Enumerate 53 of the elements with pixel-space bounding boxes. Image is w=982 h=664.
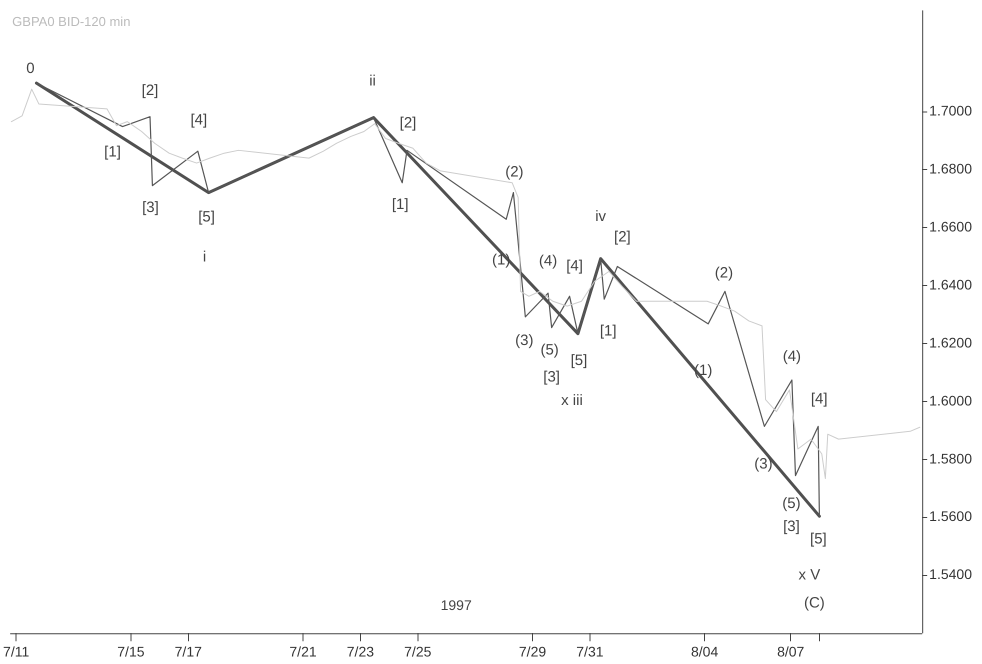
annotation: ii [369, 72, 376, 90]
y-tick-label: 1.5400 [929, 566, 972, 582]
annotation: (5) [540, 342, 559, 359]
x-tick-label: 7/31 [576, 643, 604, 660]
annotation: [2] [400, 114, 416, 132]
y-tick-label: 1.6000 [929, 392, 972, 408]
annotation: [1] [392, 196, 409, 213]
x-tick-label: 7/21 [289, 643, 317, 660]
annotation: (2) [505, 164, 524, 181]
annotation: [2] [614, 228, 631, 246]
x-axis-title: 1997 [440, 597, 472, 614]
annotation: [3] [142, 198, 159, 216]
annotation: [5] [810, 530, 827, 548]
annotation: (1) [694, 362, 712, 379]
annotation: [3] [543, 368, 560, 386]
annotation: [1] [104, 144, 121, 161]
x-tick-label: 7/23 [346, 643, 374, 660]
x-tick-label: 7/25 [404, 643, 432, 660]
annotation: (1) [492, 251, 510, 268]
x-tick-label: 7/15 [117, 643, 145, 660]
annotation: [5] [570, 352, 588, 369]
annotation: x V [798, 566, 820, 584]
y-tick-label: 1.6600 [929, 218, 972, 235]
annotation: i [202, 248, 206, 266]
x-tick-label: 7/29 [518, 643, 546, 660]
y-tick-label: 1.6400 [929, 276, 972, 292]
annotation: [4] [810, 390, 828, 408]
annotation: [2] [142, 82, 158, 99]
annotation: [5] [198, 208, 215, 226]
y-tick-label: 1.6200 [929, 334, 972, 350]
annotation: (3) [515, 332, 534, 350]
annotation: iv [595, 208, 607, 225]
y-tick-label: 1.5800 [929, 450, 972, 466]
y-tick-label: 1.7000 [929, 102, 972, 119]
y-tick-label: 1.5600 [929, 508, 972, 524]
annotation: 0 [26, 60, 35, 78]
annotation: (2) [714, 264, 734, 282]
x-tick-label: 8/07 [777, 643, 805, 660]
y-tick-label: 1.6800 [929, 160, 972, 177]
annotation: [4] [190, 111, 208, 128]
annotation: (C) [804, 594, 825, 612]
annotation: [1] [600, 322, 617, 340]
annotation: [3] [783, 518, 800, 535]
annotation: (5) [782, 494, 801, 512]
chart-title: GBPA0 BID-120 min [12, 14, 130, 29]
x-tick-label: 7/11 [3, 643, 30, 660]
annotation: [4] [566, 257, 583, 274]
annotation: (3) [754, 456, 773, 473]
x-tick-label: 8/04 [691, 643, 718, 660]
annotation: (4) [782, 348, 802, 366]
x-tick-label: 7/17 [174, 643, 202, 660]
annotation: x iii [561, 392, 583, 409]
annotation: (4) [538, 252, 558, 270]
